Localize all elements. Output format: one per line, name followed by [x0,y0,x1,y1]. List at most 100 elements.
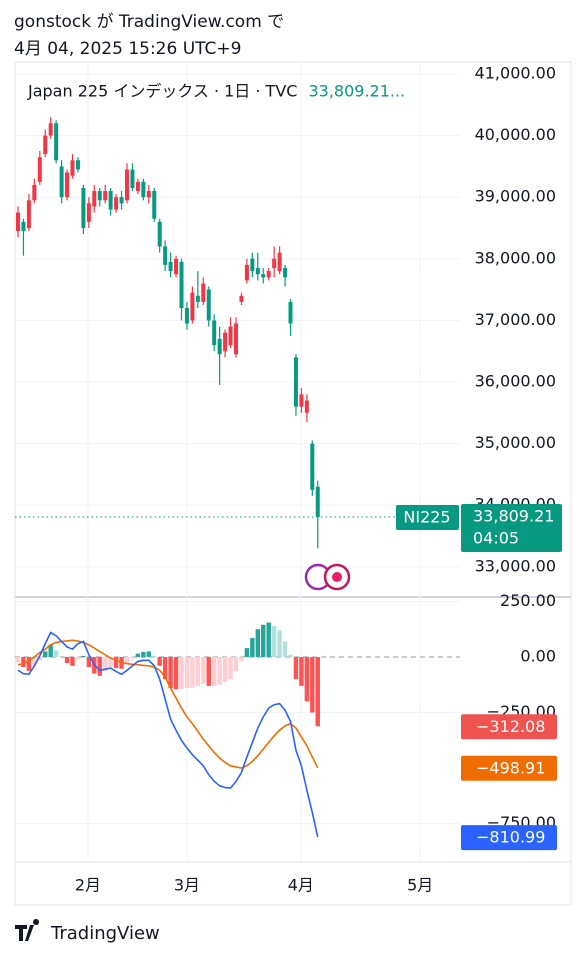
candle-body [157,221,162,247]
histogram-bar [108,656,113,667]
candle-body [135,181,140,192]
histogram-bar [146,651,151,657]
histogram-bar [86,656,92,667]
candle-body [283,268,288,278]
histogram-bar [277,630,282,657]
histogram-bar [255,629,261,657]
y-tick-label: 38,000.00 [475,248,556,267]
event-dot [332,572,342,582]
histogram-bar [168,656,173,689]
histogram-bar [228,656,233,680]
histogram-bar [310,656,315,713]
histogram-bar [244,648,250,657]
logo [15,919,40,941]
candle-body [255,268,260,275]
histogram-bar [152,655,157,657]
x-tick-label: 5月 [407,876,433,895]
footer: TradingView [15,919,160,944]
histogram-bar [282,641,288,657]
y-tick-label: 33,000.00 [475,556,556,575]
candle-body [174,258,179,275]
candle-body [163,246,168,265]
candle-body [48,123,53,136]
candle-body [261,274,266,278]
histogram-bar [64,656,70,663]
candle-body [310,443,315,490]
candle-body [54,123,59,161]
price-tag [461,503,562,552]
candle-body [277,252,282,272]
y-tick-label: 36,000.00 [475,372,556,391]
histogram-bar [293,656,299,680]
histogram-bar [135,653,141,657]
candle-body [315,486,320,517]
histogram-bar [15,656,21,663]
candle-body [152,191,157,219]
histogram-bar [75,656,81,660]
histogram-bar [37,656,42,661]
candle-body [75,160,80,170]
histogram-bar [26,656,32,671]
candle-body [124,169,129,201]
y-tick-label: 35,000.00 [475,433,556,452]
brand: TradingView [50,923,160,944]
histogram-bar [239,656,244,662]
y-tick-label: 250.00 [500,591,556,610]
candle-body [217,338,222,355]
candle-body [212,320,217,346]
histogram-bar [43,651,48,657]
candle-body [108,191,113,210]
candle-body [32,184,37,201]
histogram-bar [195,656,201,686]
candle-body [37,157,42,182]
candle-body [179,261,184,309]
histogram-bar [130,656,135,659]
candle-body [168,261,173,272]
histogram-bar [190,656,195,689]
candle-body [119,197,124,204]
histogram-bar [261,624,266,657]
last-value-label: −810.99 [476,828,545,847]
countdown: 04:05 [473,528,519,547]
histogram-bar [70,656,75,666]
last-value-label: −312.08 [476,717,545,736]
histogram-bar [81,655,86,657]
candle-body [244,264,249,281]
histogram-bar [250,638,255,657]
candle-body [103,191,108,201]
timestamp: 4月 04, 2025 15:26 UTC+9 [14,39,241,59]
candle-body [114,197,119,210]
last-value-tag [461,825,557,851]
x-tick-label: 4月 [288,876,314,895]
chart-frame [14,61,572,906]
y-tick-label: 0.00 [520,646,556,665]
last-value-label: −498.91 [476,758,545,777]
candle-body [272,258,277,269]
histogram-bar [32,656,37,666]
x-tick-label: 2月 [75,876,101,895]
histogram-bar [157,656,162,666]
histogram-bar [304,656,310,702]
last-value-tag [461,755,557,781]
candle-body [92,191,97,207]
candle-body [70,160,75,176]
histogram-bar [233,656,239,672]
macd-line [17,631,319,838]
histogram-bar [53,650,59,657]
last-value-tag [461,714,557,740]
candle-body [288,301,293,324]
histogram-bar [173,656,179,690]
macd-line [17,639,319,769]
candle-body [146,191,151,198]
share-line: gonstock が TradingView.com で [14,12,284,32]
histogram-bar [179,656,184,690]
candle-body [59,166,64,198]
histogram-bar [184,656,190,689]
histogram-bar [97,656,102,676]
histogram-bar [315,656,320,727]
candle-body [266,271,271,278]
candle-body [201,283,206,302]
symbol: NI225 [403,507,450,526]
candle-body [250,258,255,272]
